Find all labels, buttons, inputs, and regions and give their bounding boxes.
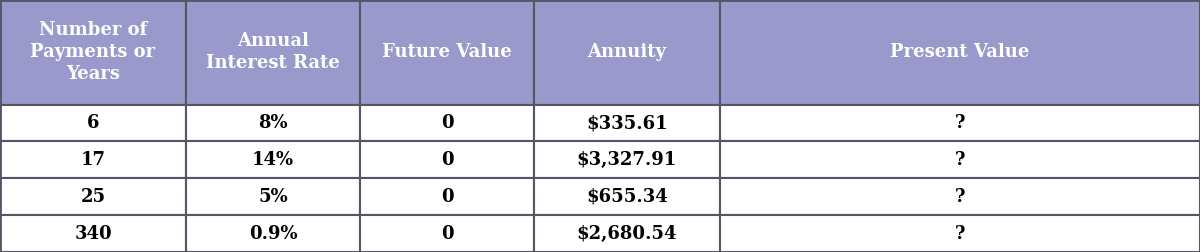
Text: 340: 340	[74, 225, 112, 243]
Bar	[534, 0, 720, 105]
Bar	[186, 215, 360, 252]
Bar	[360, 105, 534, 141]
Text: 0: 0	[440, 151, 454, 169]
Bar	[720, 178, 1200, 215]
Bar	[360, 141, 534, 178]
Bar	[360, 215, 534, 252]
Text: 5%: 5%	[258, 188, 288, 206]
Text: 0.9%: 0.9%	[248, 225, 298, 243]
Bar	[186, 178, 360, 215]
Text: 0: 0	[440, 114, 454, 132]
Bar	[186, 141, 360, 178]
Bar	[360, 0, 534, 105]
Text: 25: 25	[80, 188, 106, 206]
Bar	[0, 105, 186, 141]
Text: ?: ?	[955, 225, 965, 243]
Text: 14%: 14%	[252, 151, 294, 169]
Bar	[534, 178, 720, 215]
Text: 0: 0	[440, 188, 454, 206]
Text: 6: 6	[86, 114, 100, 132]
Bar	[0, 178, 186, 215]
Bar	[720, 141, 1200, 178]
Text: Future Value: Future Value	[382, 43, 512, 61]
Text: 8%: 8%	[258, 114, 288, 132]
Text: Present Value: Present Value	[890, 43, 1030, 61]
Bar	[720, 215, 1200, 252]
Text: 0: 0	[440, 225, 454, 243]
Text: Number of
Payments or
Years: Number of Payments or Years	[30, 21, 156, 83]
Text: Annual
Interest Rate: Annual Interest Rate	[206, 32, 340, 72]
Bar	[0, 141, 186, 178]
Text: ?: ?	[955, 188, 965, 206]
Bar	[720, 0, 1200, 105]
Text: $2,680.54: $2,680.54	[577, 225, 677, 243]
Bar	[186, 0, 360, 105]
Bar	[186, 105, 360, 141]
Bar	[0, 215, 186, 252]
Text: ?: ?	[955, 151, 965, 169]
Text: Annuity: Annuity	[588, 43, 666, 61]
Bar	[720, 105, 1200, 141]
Bar	[360, 178, 534, 215]
Bar	[534, 141, 720, 178]
Text: ?: ?	[955, 114, 965, 132]
Bar	[0, 0, 186, 105]
Text: $335.61: $335.61	[586, 114, 668, 132]
Bar	[534, 105, 720, 141]
Bar	[534, 215, 720, 252]
Text: $3,327.91: $3,327.91	[577, 151, 677, 169]
Text: 17: 17	[80, 151, 106, 169]
Text: $655.34: $655.34	[586, 188, 668, 206]
